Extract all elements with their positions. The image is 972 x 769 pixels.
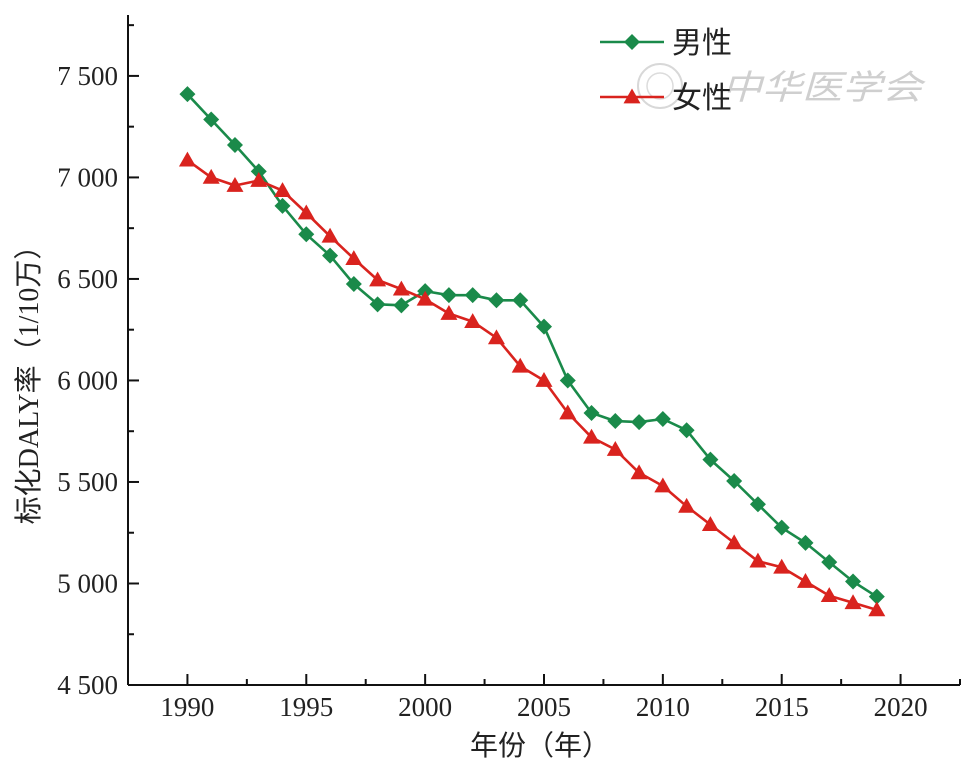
- data-point-male: [179, 86, 196, 103]
- data-point-male: [298, 226, 315, 243]
- data-point-male: [607, 413, 624, 430]
- data-point-male: [464, 287, 481, 304]
- data-point-female: [630, 464, 648, 480]
- data-point-male: [393, 297, 410, 314]
- data-point-male: [868, 588, 885, 605]
- legend-marker-male: [624, 34, 640, 50]
- data-point-female: [820, 587, 838, 603]
- y-tick-label: 6 000: [57, 365, 118, 395]
- data-point-male: [773, 519, 790, 536]
- legend-item-male: 男性: [600, 27, 732, 60]
- watermark-seal-inner-icon: [646, 72, 674, 100]
- x-tick-label: 2015: [755, 692, 809, 722]
- y-tick-label: 5 500: [57, 467, 118, 497]
- data-point-female: [202, 168, 220, 184]
- series: [178, 86, 886, 617]
- data-point-male: [250, 163, 267, 180]
- data-point-male: [488, 292, 505, 309]
- x-tick-label: 2000: [398, 692, 452, 722]
- data-point-female: [844, 594, 862, 610]
- y-tick-label: 7 000: [57, 162, 118, 192]
- data-point-male: [369, 296, 386, 313]
- data-point-female: [440, 304, 458, 320]
- y-tick-label: 4 500: [57, 670, 118, 700]
- data-point-female: [654, 477, 672, 493]
- data-point-male: [821, 554, 838, 571]
- series-line-female: [186, 159, 878, 612]
- data-point-female: [464, 313, 482, 328]
- data-point-female: [178, 151, 196, 167]
- data-point-male: [583, 404, 600, 421]
- data-point-male: [203, 111, 220, 128]
- data-point-male: [845, 573, 862, 590]
- data-point-male: [512, 292, 529, 309]
- data-point-male: [797, 534, 814, 551]
- data-point-male: [631, 414, 648, 431]
- data-point-male: [749, 496, 766, 513]
- data-point-female: [868, 601, 886, 617]
- y-axis-label: 标化DALY率（1/10万）: [13, 232, 45, 525]
- data-point-male: [559, 372, 576, 389]
- legend-label-female: 女性: [672, 82, 732, 115]
- axis-labels: 年份（年） 标化DALY率（1/10万）: [13, 232, 610, 762]
- legend-label-male: 男性: [672, 27, 732, 60]
- data-point-male: [702, 451, 719, 468]
- legend-marker-female: [623, 88, 641, 104]
- x-tick-label: 2010: [636, 692, 690, 722]
- data-point-male: [726, 472, 743, 489]
- data-point-female: [773, 558, 791, 574]
- data-point-male: [440, 287, 457, 304]
- data-point-male: [536, 318, 552, 335]
- data-point-female: [250, 171, 268, 187]
- y-tick-label: 7 500: [57, 61, 118, 91]
- data-point-female: [321, 227, 339, 243]
- data-point-male: [226, 136, 243, 153]
- data-point-female: [606, 440, 624, 456]
- data-point-female: [583, 428, 601, 444]
- data-point-female: [559, 404, 577, 420]
- x-tick-label: 1995: [279, 692, 333, 722]
- data-point-male: [654, 411, 671, 428]
- y-tick-label: 6 500: [57, 264, 118, 294]
- series-line-male: [186, 93, 878, 598]
- watermark: 中华医学会: [637, 63, 927, 109]
- data-point-female: [511, 357, 529, 373]
- data-point-male: [678, 422, 695, 439]
- data-point-female: [725, 534, 743, 550]
- data-point-female: [796, 572, 814, 588]
- x-tick-label: 2020: [874, 692, 928, 722]
- series-female: [178, 151, 886, 617]
- x-axis-label: 年份（年）: [470, 730, 610, 762]
- data-point-female: [297, 204, 315, 220]
- data-point-female: [345, 250, 363, 266]
- data-point-female: [226, 177, 244, 192]
- axes: [127, 15, 960, 686]
- data-point-female: [392, 280, 410, 296]
- x-tick-label: 2005: [517, 692, 571, 722]
- data-point-female: [535, 371, 553, 387]
- ticks: 4 500 5 000 5 500 6 000 6 500 7 000 7 500 1990 1…: [57, 24, 961, 722]
- watermark-seal-icon: [637, 63, 683, 109]
- data-point-female: [749, 552, 767, 568]
- data-point-male: [274, 197, 291, 214]
- data-point-female: [678, 497, 696, 513]
- data-point-female: [416, 290, 434, 306]
- series-male: [179, 86, 885, 605]
- data-point-female: [487, 329, 505, 345]
- data-point-male: [345, 276, 362, 293]
- y-tick-label: 5 000: [57, 568, 118, 598]
- data-point-male: [322, 247, 339, 264]
- x-tick-label: 1990: [160, 692, 214, 722]
- legend-item-female: 女性: [600, 82, 732, 115]
- data-point-female: [369, 271, 387, 287]
- watermark-text: 中华医学会: [722, 70, 927, 107]
- data-point-female: [274, 182, 292, 197]
- data-point-female: [701, 516, 719, 531]
